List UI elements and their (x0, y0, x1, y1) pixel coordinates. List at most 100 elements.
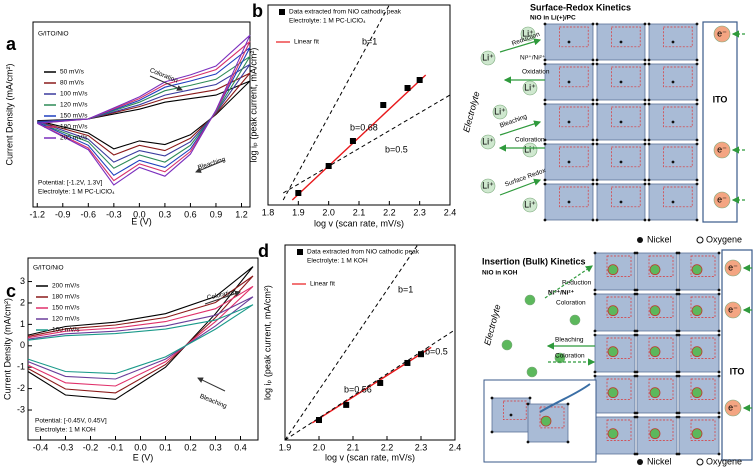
nickel-atom (717, 374, 721, 378)
nickel-atom (593, 333, 597, 337)
x-tick-label: -1.2 (29, 209, 45, 219)
cube-face (690, 419, 716, 441)
nickel-atom (717, 288, 721, 292)
nickel-atom (671, 200, 675, 204)
ito-electrode (702, 21, 738, 223)
nickel-atom (675, 251, 679, 255)
legend-label: Oxygene (706, 456, 742, 466)
nickel-atom (566, 402, 570, 406)
ion (522, 197, 538, 213)
x-tick-label: 0.0 (133, 209, 146, 219)
data-point (295, 190, 302, 196)
nickel-atom (717, 292, 721, 296)
nickel-atom (593, 374, 597, 378)
process-label: Reduction (562, 280, 592, 287)
cube-face (606, 296, 632, 318)
inserted-ion (691, 428, 703, 440)
nickel-atom (490, 430, 494, 434)
ion (522, 142, 538, 158)
nickel-atom (595, 218, 599, 222)
nickel-atom (671, 80, 675, 84)
legend-label: 150 mV/s (52, 305, 80, 312)
nickel-atom (643, 22, 647, 26)
cv-curve (37, 55, 251, 169)
ion (492, 104, 508, 120)
x-tick-label: 0.3 (159, 209, 172, 219)
nickel-atom (717, 329, 721, 333)
ion-label: Li⁺ (482, 136, 494, 146)
inserted-ion (607, 346, 619, 358)
cv-curve (27, 275, 254, 394)
legend-label: 150 mV/s (60, 113, 88, 120)
ion (501, 339, 513, 351)
line-label: b=0.5 (385, 144, 408, 154)
x-tick-label: -0.2 (83, 442, 99, 452)
cv-curve (37, 40, 251, 182)
annotation: Electrolyte: 1 M PC-LiClO₄ (38, 189, 115, 196)
y-tick-label: 3 (20, 276, 25, 286)
legend-oxygen (696, 458, 704, 466)
legend-swatch (279, 9, 285, 15)
nickel-atom (543, 98, 547, 102)
nickel-atom (675, 411, 679, 415)
x-axis-label: E (V) (131, 216, 152, 226)
process-label: Ni³⁺/Ni²⁺ (520, 55, 546, 62)
x-tick-label: 1.2 (235, 209, 248, 219)
nickel-atom (677, 452, 681, 456)
nickel-atom (490, 396, 494, 400)
line-label: b=0.68 (350, 122, 378, 132)
ion (526, 366, 538, 378)
inserted-ion (607, 428, 619, 440)
x-tick-label: 1.9 (279, 442, 292, 452)
ion-label: e⁻ (717, 144, 727, 154)
nickel-atom (633, 333, 637, 337)
cube-face (606, 337, 632, 359)
nickel-atom (635, 370, 639, 374)
legend-label: 180 mV/s (52, 294, 80, 301)
nickel-atom (643, 142, 647, 146)
legend-label: 200 mV/s (60, 135, 88, 142)
ion (520, 26, 536, 42)
nickel-atom (675, 329, 679, 333)
process-label: Coloration (515, 137, 545, 144)
cube-face (611, 106, 641, 128)
arrow (204, 290, 241, 305)
inserted-ion (607, 387, 619, 399)
diagram-title: Surface-Redox Kinetics (530, 2, 631, 12)
ion (724, 301, 742, 319)
cube-face (559, 106, 589, 128)
nickel-atom (677, 370, 681, 374)
y-tick-label: 0 (20, 340, 25, 350)
diagram-subtitle: NiO in KOH (482, 270, 518, 277)
plot-frame (267, 4, 451, 206)
x-axis-label: log v (scan rate, mV/s) (314, 218, 404, 228)
cube-face (690, 255, 716, 277)
cube-face (690, 296, 716, 318)
annotation: G/ITO/NiO (38, 31, 69, 38)
nickel-atom (647, 58, 651, 62)
cv-curve (27, 266, 254, 400)
nickel-atom (643, 182, 647, 186)
legend-oxygen (696, 236, 704, 244)
legend-label: Linear fit (294, 39, 319, 46)
ion-label: Li⁺ (482, 180, 494, 190)
inserted-ion (691, 305, 703, 317)
legend-nickel (637, 237, 643, 243)
cv-curve (37, 34, 251, 186)
nickel-atom (593, 329, 597, 333)
legend-label: Nickel (647, 234, 672, 244)
nickel-atom (591, 218, 595, 222)
cube-face (648, 296, 674, 318)
nickel-atom (647, 62, 651, 66)
ion (480, 50, 496, 66)
x-tick-label: 2.4 (444, 207, 457, 217)
annotation: Bleaching (197, 156, 227, 172)
nickel-atom (643, 58, 647, 62)
nickel-atom (695, 218, 699, 222)
x-tick-label: 2.1 (347, 442, 360, 452)
legend-label: 180 mV/s (60, 124, 88, 131)
nickel-atom (671, 160, 675, 164)
legend-nickel (637, 459, 643, 465)
electrolyte-label: Electrolyte (461, 90, 482, 133)
